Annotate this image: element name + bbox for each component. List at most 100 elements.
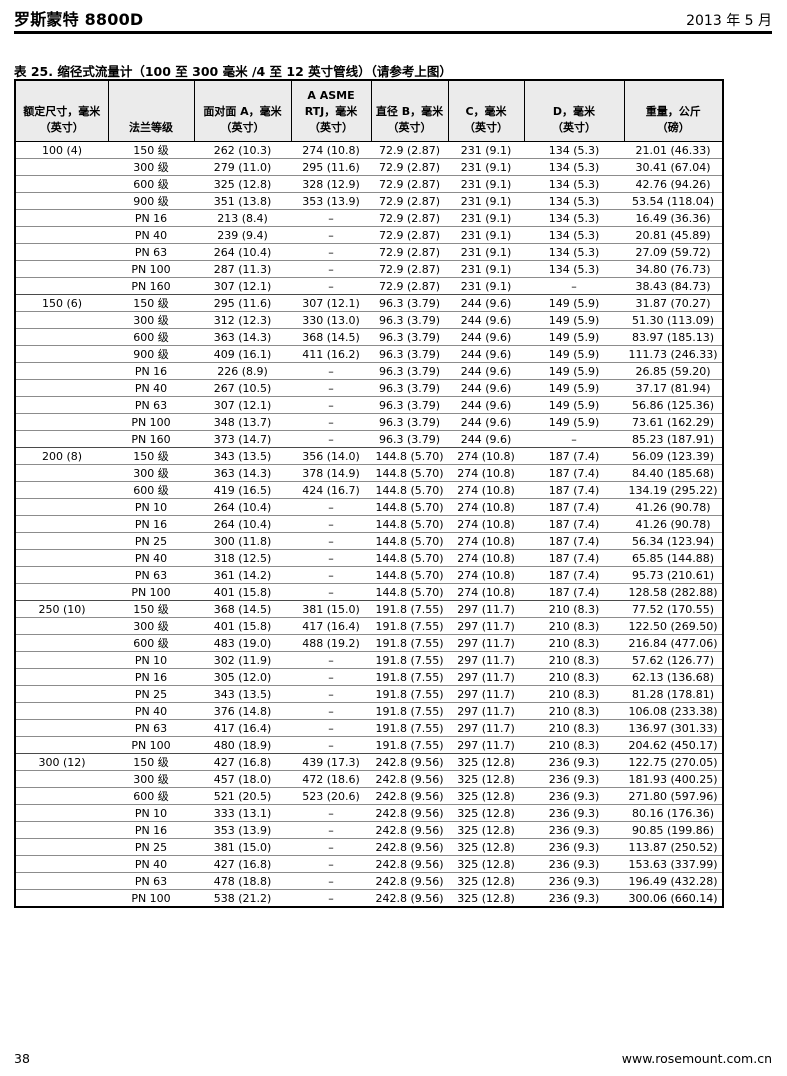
cell-asme-rtj-a: – (291, 821, 371, 839)
table-row: 600 级 521 (20.5) 523 (20.6) 242.8 (9.56) 325… (15, 787, 723, 805)
cell-face-to-face-a: 300 (11.8) (194, 532, 291, 550)
table-row: PN 40 318 (12.5) –144.8 (5.70) 274 (10.8) 18… (15, 549, 723, 567)
table-row: PN 160 307 (12.1) –72.9 (2.87) 231 (9.1) –38… (15, 277, 723, 295)
cell-c-dim: 231 (9.1) (448, 243, 524, 261)
cell-face-to-face-a: 264 (10.4) (194, 243, 291, 261)
cell-diameter-b: 191.8 (7.55) (371, 736, 448, 754)
cell-face-to-face-a: 287 (11.3) (194, 260, 291, 278)
cell-size (15, 736, 108, 754)
cell-diameter-b: 242.8 (9.56) (371, 821, 448, 839)
table-row: 600 级 363 (14.3) 368 (14.5) 96.3 (3.79) 244 … (15, 328, 723, 346)
cell-weight: 216.84 (477.06) (624, 634, 723, 652)
cell-c-dim: 244 (9.6) (448, 430, 524, 448)
cell-d-dim: 149 (5.9) (524, 396, 624, 414)
table-row: 150 (6) 150 级 295 (11.6) 307 (12.1) 96.3 (3.… (15, 294, 723, 312)
cell-face-to-face-a: 361 (14.2) (194, 566, 291, 584)
cell-face-to-face-a: 483 (19.0) (194, 634, 291, 652)
cell-flange-class: PN 40 (108, 702, 194, 720)
cell-weight: 16.49 (36.36) (624, 209, 723, 227)
table-row: 300 级 279 (11.0) 295 (11.6) 72.9 (2.87) 231 … (15, 158, 723, 176)
cell-size (15, 158, 108, 176)
cell-weight: 56.86 (125.36) (624, 396, 723, 414)
cell-flange-class: 600 级 (108, 634, 194, 652)
cell-flange-class: PN 100 (108, 260, 194, 278)
cell-face-to-face-a: 376 (14.8) (194, 702, 291, 720)
cell-size: 300 (12) (15, 753, 108, 771)
cell-d-dim: 134 (5.3) (524, 209, 624, 227)
cell-asme-rtj-a: – (291, 651, 371, 669)
cell-c-dim: 297 (11.7) (448, 719, 524, 737)
cell-flange-class: PN 63 (108, 719, 194, 737)
cell-asme-rtj-a: 307 (12.1) (291, 294, 371, 312)
cell-asme-rtj-a: – (291, 515, 371, 533)
table-row: PN 10 333 (13.1) –242.8 (9.56) 325 (12.8) 23… (15, 804, 723, 822)
table-row: PN 16 353 (13.9) –242.8 (9.56) 325 (12.8) 23… (15, 821, 723, 839)
cell-face-to-face-a: 307 (12.1) (194, 396, 291, 414)
cell-flange-class: 600 级 (108, 175, 194, 193)
table-row: PN 25 300 (11.8) –144.8 (5.70) 274 (10.8) 18… (15, 532, 723, 550)
cell-flange-class: 600 级 (108, 328, 194, 346)
cell-weight: 31.87 (70.27) (624, 294, 723, 312)
cell-size (15, 515, 108, 533)
cell-d-dim: 187 (7.4) (524, 532, 624, 550)
cell-size (15, 192, 108, 210)
cell-weight: 196.49 (432.28) (624, 872, 723, 890)
cell-asme-rtj-a: 353 (13.9) (291, 192, 371, 210)
cell-size (15, 379, 108, 397)
cell-asme-rtj-a: – (291, 685, 371, 703)
website-link[interactable]: www.rosemount.com.cn (621, 1051, 772, 1066)
cell-face-to-face-a: 521 (20.5) (194, 787, 291, 805)
cell-face-to-face-a: 427 (16.8) (194, 855, 291, 873)
table-row: PN 100 480 (18.9) –191.8 (7.55) 297 (11.7) 2… (15, 736, 723, 754)
cell-size (15, 549, 108, 567)
table-row: PN 100 348 (13.7) –96.3 (3.79) 244 (9.6) 149… (15, 413, 723, 431)
cell-asme-rtj-a: – (291, 804, 371, 822)
cell-face-to-face-a: 353 (13.9) (194, 821, 291, 839)
cell-d-dim: 236 (9.3) (524, 889, 624, 907)
cell-size (15, 821, 108, 839)
cell-asme-rtj-a: – (291, 226, 371, 244)
cell-flange-class: PN 63 (108, 872, 194, 890)
cell-face-to-face-a: 538 (21.2) (194, 889, 291, 907)
cell-asme-rtj-a: 368 (14.5) (291, 328, 371, 346)
table-row: PN 25 381 (15.0) –242.8 (9.56) 325 (12.8) 23… (15, 838, 723, 856)
cell-d-dim: 236 (9.3) (524, 770, 624, 788)
cell-c-dim: 297 (11.7) (448, 702, 524, 720)
cell-d-dim: 210 (8.3) (524, 736, 624, 754)
cell-asme-rtj-a: – (291, 362, 371, 380)
cell-d-dim: 210 (8.3) (524, 702, 624, 720)
table-row: 300 级 363 (14.3) 378 (14.9) 144.8 (5.70) 274… (15, 464, 723, 482)
cell-size (15, 566, 108, 584)
cell-diameter-b: 96.3 (3.79) (371, 379, 448, 397)
cell-flange-class: PN 40 (108, 855, 194, 873)
cell-weight: 81.28 (178.81) (624, 685, 723, 703)
cell-size (15, 889, 108, 907)
cell-d-dim: 134 (5.3) (524, 192, 624, 210)
cell-diameter-b: 96.3 (3.79) (371, 345, 448, 363)
cell-weight: 128.58 (282.88) (624, 583, 723, 601)
cell-c-dim: 244 (9.6) (448, 379, 524, 397)
cell-flange-class: 150 级 (108, 753, 194, 771)
cell-asme-rtj-a: – (291, 209, 371, 227)
cell-flange-class: 600 级 (108, 481, 194, 499)
cell-asme-rtj-a: 411 (16.2) (291, 345, 371, 363)
cell-size (15, 175, 108, 193)
cell-weight: 51.30 (113.09) (624, 311, 723, 329)
cell-weight: 95.73 (210.61) (624, 566, 723, 584)
cell-asme-rtj-a: – (291, 532, 371, 550)
cell-diameter-b: 72.9 (2.87) (371, 260, 448, 278)
cell-face-to-face-a: 279 (11.0) (194, 158, 291, 176)
col-header-weight: 重量，公斤 （磅） (623, 79, 724, 142)
cell-asme-rtj-a: 381 (15.0) (291, 600, 371, 618)
cell-diameter-b: 242.8 (9.56) (371, 838, 448, 856)
cell-flange-class: 300 级 (108, 311, 194, 329)
table-row: 600 级 483 (19.0) 488 (19.2) 191.8 (7.55) 297… (15, 634, 723, 652)
cell-size (15, 770, 108, 788)
cell-weight: 41.26 (90.78) (624, 498, 723, 516)
cell-face-to-face-a: 262 (10.3) (194, 141, 291, 159)
cell-c-dim: 325 (12.8) (448, 872, 524, 890)
cell-asme-rtj-a: – (291, 838, 371, 856)
cell-d-dim: 210 (8.3) (524, 617, 624, 635)
cell-c-dim: 297 (11.7) (448, 668, 524, 686)
cell-d-dim: – (524, 277, 624, 295)
